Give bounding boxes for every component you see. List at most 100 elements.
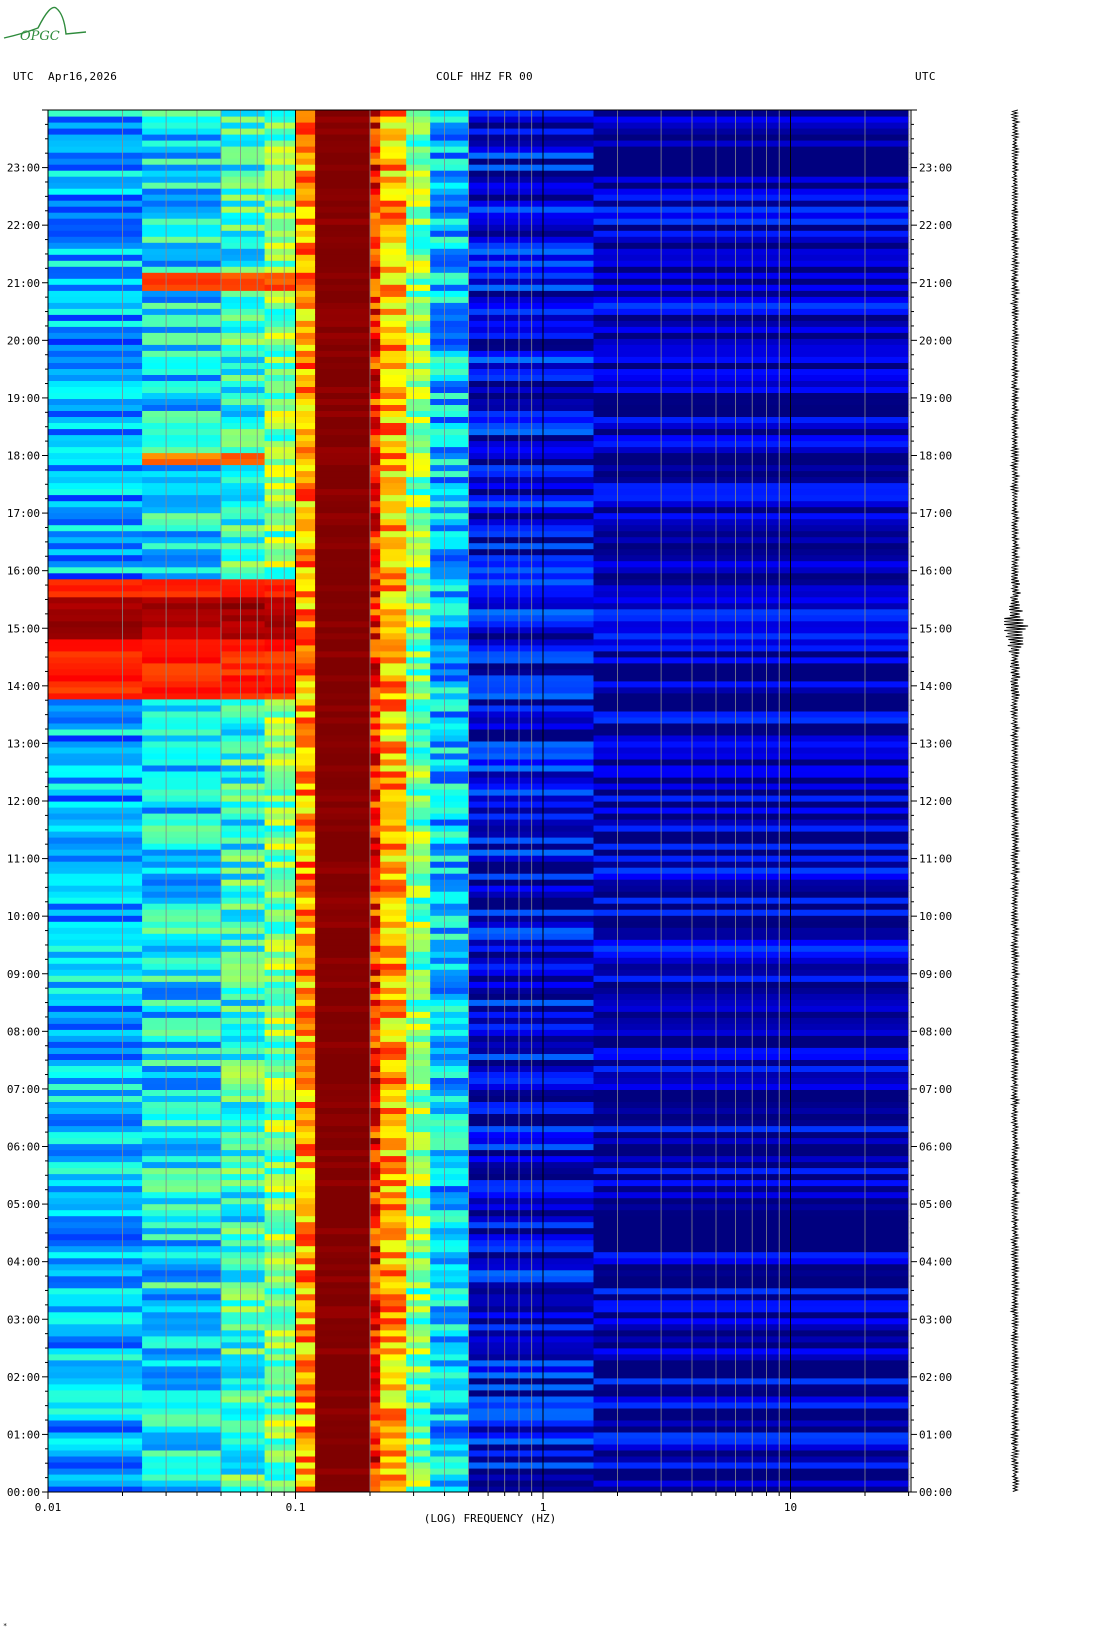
spectrogram-cell-band-7 bbox=[380, 1480, 407, 1487]
spectrogram-cell-band-6 bbox=[370, 1023, 381, 1030]
spectrogram-cell-band-4 bbox=[295, 296, 316, 303]
spectrogram-cell-band-11 bbox=[593, 734, 910, 742]
spectrogram-cell-band-2 bbox=[221, 320, 266, 327]
spectrogram-cell-band-7 bbox=[380, 530, 407, 538]
spectrogram-cell-band-1 bbox=[142, 1449, 222, 1457]
spectrogram-cell-band-7 bbox=[380, 1455, 407, 1463]
spectrogram-cell-band-1 bbox=[142, 134, 222, 141]
spectrogram-cell-band-0 bbox=[48, 1089, 143, 1096]
spectrogram-cell-band-4 bbox=[295, 909, 316, 916]
spectrogram-cell-band-4 bbox=[295, 464, 316, 472]
spectrogram-cell-band-2 bbox=[221, 182, 266, 189]
spectrogram-cell-band-0 bbox=[48, 614, 143, 622]
spectrogram-cell-band-8 bbox=[406, 554, 431, 562]
time-tick-label-right: 23:00 bbox=[919, 162, 952, 175]
spectrogram-cell-band-7 bbox=[380, 440, 407, 448]
spectrogram-cell-band-9 bbox=[430, 554, 470, 562]
spectrogram-cell-band-4 bbox=[295, 698, 316, 706]
spectrogram-cell-band-1 bbox=[142, 416, 222, 423]
spectrogram-cell-band-6 bbox=[370, 861, 381, 868]
spectrogram-cell-band-0 bbox=[48, 572, 143, 580]
spectrogram-cell-band-3 bbox=[264, 1065, 297, 1072]
spectrogram-cell-band-2 bbox=[221, 1311, 266, 1319]
spectrogram-cell-band-4 bbox=[295, 897, 316, 904]
spectrogram-cell-band-8 bbox=[406, 590, 431, 598]
time-tick-label-left: 23:00 bbox=[7, 162, 40, 175]
spectrogram-cell-band-3 bbox=[264, 128, 297, 135]
spectrogram-cell-band-0 bbox=[48, 446, 143, 454]
spectrogram-cell-band-5 bbox=[315, 801, 371, 808]
spectrogram-cell-band-8 bbox=[406, 1287, 431, 1295]
spectrogram-cell-band-1 bbox=[142, 716, 222, 724]
spectrogram-cell-band-1 bbox=[142, 1143, 222, 1151]
spectrogram-cell-band-8 bbox=[406, 1347, 431, 1355]
spectrogram-cell-band-8 bbox=[406, 122, 431, 129]
spectrogram-cell-band-2 bbox=[221, 1053, 266, 1060]
spectrogram-cell-band-1 bbox=[142, 146, 222, 153]
spectrogram-cell-band-11 bbox=[593, 128, 910, 135]
spectrogram-cell-band-2 bbox=[221, 1365, 266, 1373]
spectrogram-cell-band-11 bbox=[593, 386, 910, 393]
spectrogram-cell-band-6 bbox=[370, 1474, 381, 1481]
spectrogram-cell-band-3 bbox=[264, 134, 297, 141]
spectrogram-cell-band-7 bbox=[380, 1449, 407, 1457]
spectrogram-cell-band-9 bbox=[430, 176, 470, 183]
spectrogram-cell-band-0 bbox=[48, 116, 143, 123]
spectrogram-cell-band-11 bbox=[593, 590, 910, 598]
spectrogram-cell-band-2 bbox=[221, 1251, 266, 1259]
spectrogram-cell-band-11 bbox=[593, 512, 910, 520]
spectrogram-cell-band-6 bbox=[370, 704, 381, 712]
spectrogram-cell-band-5 bbox=[315, 374, 371, 381]
spectrogram-cell-band-8 bbox=[406, 152, 431, 159]
spectrogram-cell-band-4 bbox=[295, 1359, 316, 1367]
spectrogram-cell-band-9 bbox=[430, 1161, 470, 1169]
spectrogram-cell-band-1 bbox=[142, 290, 222, 297]
spectrogram-cell-band-2 bbox=[221, 416, 266, 423]
spectrogram-cell-band-2 bbox=[221, 1455, 266, 1463]
spectrogram-cell-band-3 bbox=[264, 987, 297, 994]
spectrogram-cell-band-7 bbox=[380, 849, 407, 856]
spectrogram-cell-band-9 bbox=[430, 1371, 470, 1379]
spectrogram-cell-band-3 bbox=[264, 885, 297, 892]
spectrogram-cell-band-2 bbox=[221, 1377, 266, 1385]
spectrogram-cell-band-6 bbox=[370, 1191, 381, 1199]
time-tick-label-right: 10:00 bbox=[919, 910, 952, 923]
spectrogram-cell-band-0 bbox=[48, 278, 143, 285]
spectrogram-cell-band-8 bbox=[406, 969, 431, 976]
spectrogram-cell-band-7 bbox=[380, 801, 407, 808]
spectrogram-cell-band-6 bbox=[370, 422, 381, 430]
spectrogram-cell-band-6 bbox=[370, 428, 381, 436]
spectrogram-cell-band-8 bbox=[406, 1011, 431, 1018]
spectrogram-cell-band-11 bbox=[593, 957, 910, 964]
spectrogram-cell-band-8 bbox=[406, 344, 431, 351]
spectrogram-cell-band-11 bbox=[593, 1263, 910, 1271]
spectrogram-cell-band-2 bbox=[221, 602, 266, 610]
spectrogram-cell-band-0 bbox=[48, 242, 143, 249]
spectrogram-cell-band-3 bbox=[264, 921, 297, 928]
spectrogram-cell-band-2 bbox=[221, 951, 266, 958]
spectrogram-cell-band-1 bbox=[142, 1389, 222, 1397]
spectrogram-cell-band-2 bbox=[221, 578, 266, 586]
spectrogram-cell-band-8 bbox=[406, 380, 431, 387]
time-tick-label-right: 07:00 bbox=[919, 1083, 952, 1096]
spectrogram-cell-band-5 bbox=[315, 1480, 371, 1487]
spectrogram-cell-band-0 bbox=[48, 783, 143, 790]
spectrogram-cell-band-2 bbox=[221, 1413, 266, 1421]
spectrogram-cell-band-3 bbox=[264, 260, 297, 267]
spectrogram-cell-band-7 bbox=[380, 302, 407, 309]
spectrogram-cell-band-0 bbox=[48, 831, 143, 838]
spectrogram-cell-band-5 bbox=[315, 482, 371, 490]
spectrogram-cell-band-9 bbox=[430, 578, 470, 586]
spectrogram-cell-band-5 bbox=[315, 452, 371, 460]
spectrogram-cell-band-11 bbox=[593, 422, 910, 430]
spectrogram-cell-band-8 bbox=[406, 230, 431, 237]
spectrogram-cell-band-2 bbox=[221, 1113, 266, 1121]
spectrogram-cell-band-7 bbox=[380, 1083, 407, 1090]
spectrogram-cell-band-0 bbox=[48, 963, 143, 970]
spectrogram-cell-band-6 bbox=[370, 242, 381, 249]
spectrogram-cell-band-4 bbox=[295, 1143, 316, 1151]
spectrogram-cell-band-11 bbox=[593, 1215, 910, 1223]
spectrogram-cell-band-0 bbox=[48, 122, 143, 129]
spectrogram-cell-band-8 bbox=[406, 1185, 431, 1193]
spectrogram-cell-band-5 bbox=[315, 915, 371, 922]
